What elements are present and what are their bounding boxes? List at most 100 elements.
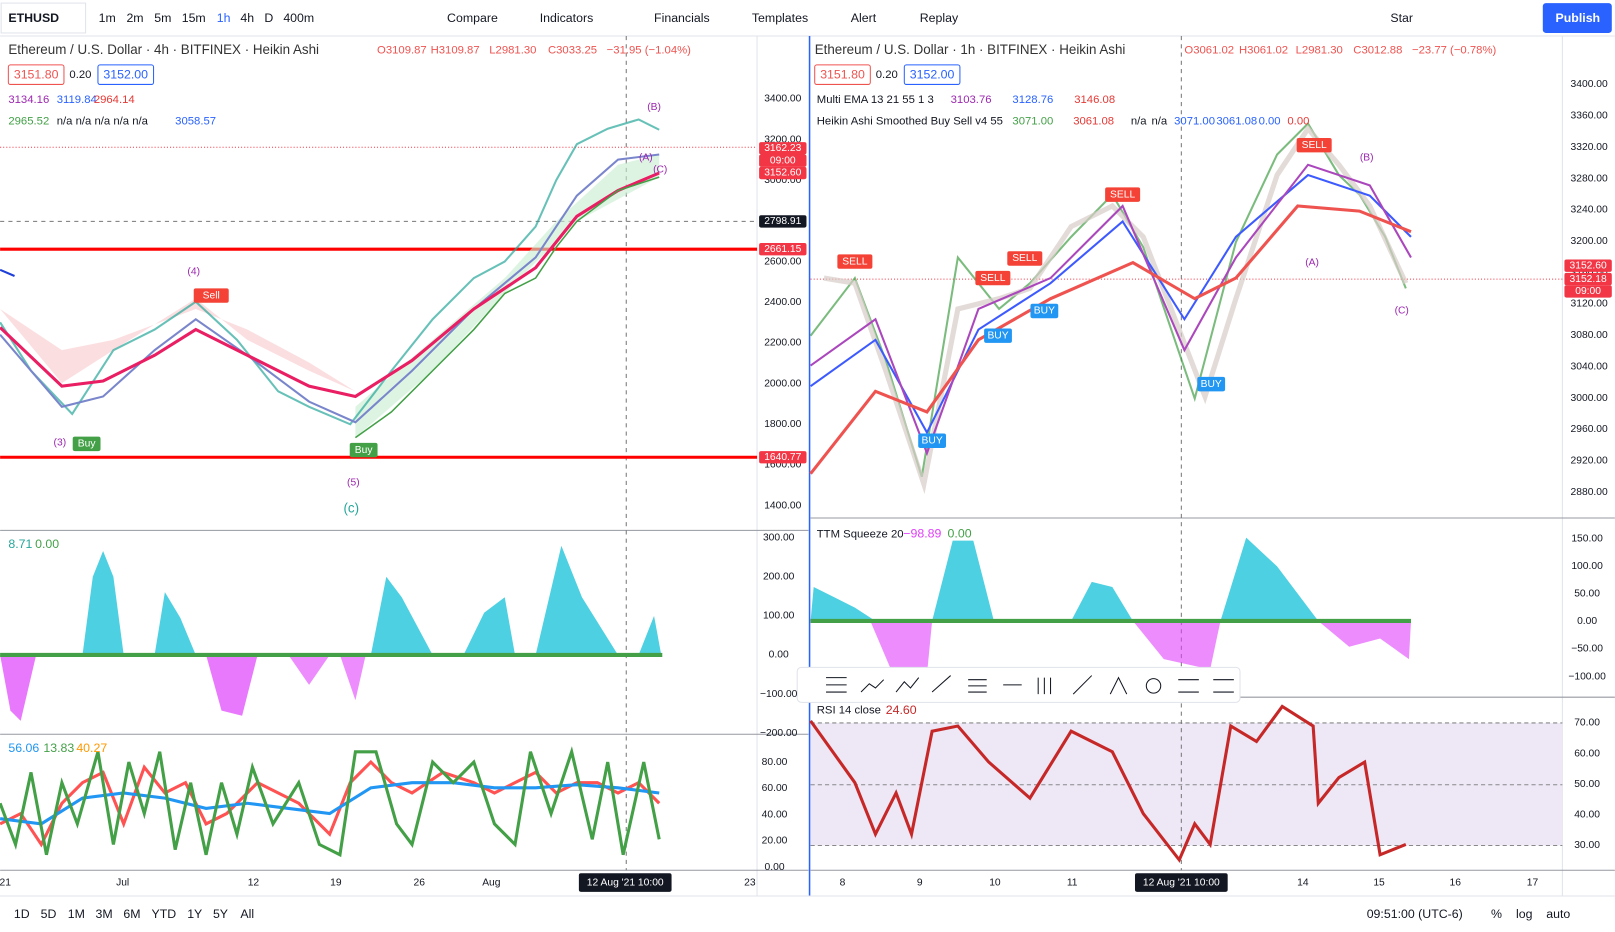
sell-label: Sell [203,290,220,301]
interval[interactable]: 5m [154,11,171,25]
buy-badge [918,433,947,448]
range-button[interactable]: 1M [68,907,85,921]
price-tag-label: 1640.77 [764,452,801,463]
buy-label: BUY [1201,379,1222,390]
sell-badge [1007,251,1043,266]
indicator-value: n/a [1131,116,1147,128]
price-tag [1564,259,1612,272]
publish-button[interactable] [1542,3,1612,33]
interval[interactable]: 400m [283,11,314,25]
sell-label: SELL [842,256,867,267]
publish-label[interactable]: Publish [1556,11,1601,25]
range-button[interactable]: 5Y [213,907,228,921]
axis-label: 70.00 [1574,718,1600,729]
sell-label: SELL [1302,140,1327,151]
crosshair-time: 12 Aug '21 10:00 [587,877,664,888]
buy-label: BUY [987,330,1008,341]
range-button[interactable]: All [240,907,254,921]
axis-label: 3240.00 [1571,205,1608,216]
price-tag-label: 3162.23 [764,143,801,154]
range-button[interactable]: 5D [41,907,57,921]
crosshair [0,36,1182,871]
axis-label: 40.00 [762,809,788,820]
axis-label: 20.00 [762,836,788,847]
toolbar-button[interactable]: Alert [851,11,877,25]
axis-label: 3400.00 [1571,79,1608,90]
histogram [810,587,876,621]
rsi-value: 56.06 [8,741,39,755]
scale-option[interactable]: log [1516,907,1533,921]
chart-title: Ethereum / U.S. Dollar · 1h · BITFINEX ·… [815,42,1126,57]
axis-label: 30.00 [1574,840,1600,851]
buy-badge [72,436,101,452]
interval[interactable]: 15m [182,11,206,25]
star-button[interactable]: Star [1390,11,1413,25]
bid-box [814,64,871,85]
axis-label: 2880.00 [1571,487,1608,498]
toolbar-button[interactable]: Financials [654,11,710,25]
axis-label: 3280.00 [1571,173,1608,184]
ohlc: −31.95 (−1.04%) [607,44,692,56]
range-button[interactable]: 6M [123,907,140,921]
toolbar-button[interactable]: Templates [752,11,808,25]
axis-label: 0.00 [1577,616,1597,627]
ohlc: O3061.02 [1184,44,1234,56]
interval[interactable]: 2m [126,11,143,25]
price-tag-label: 3152.60 [1570,260,1607,271]
ohlc: H3109.87 [431,44,480,56]
time-label: 23 [744,877,756,888]
price-tag [1564,272,1612,286]
osc-value: 0.00 [35,537,59,551]
range-button[interactable]: 3M [96,907,113,921]
axis-label: 2920.00 [1571,456,1608,467]
histogram [463,597,516,655]
histogram [339,654,366,701]
scale-option[interactable]: % [1491,907,1502,921]
histogram [154,592,196,655]
axis-label: 3080.00 [1571,330,1608,341]
range-button[interactable]: 1D [14,907,30,921]
buy-label: BUY [922,435,943,446]
toolbar-button[interactable]: Indicators [540,11,594,25]
range-button[interactable]: YTD [152,907,177,921]
scale-option[interactable]: auto [1546,907,1570,921]
indicator-name: Multi EMA 13 21 55 1 3 [817,94,934,106]
interval[interactable]: D [264,11,273,25]
rsi-value: 13.83 [43,741,74,755]
symbol[interactable]: ETHUSD [8,11,59,25]
toolbar-button[interactable]: Replay [920,11,959,25]
price-tag-label: 3152.18 [1570,274,1607,285]
ohlc: H3061.02 [1239,44,1288,56]
buy-label: Buy [355,445,374,456]
sell-label: SELL [1012,253,1037,264]
wave-label: (C) [653,165,667,176]
sell-label: SELL [1110,189,1135,200]
price-tag-label: 3152.60 [764,168,801,179]
interval[interactable]: 4h [240,11,254,25]
sell-label: SELL [980,273,1005,284]
interval[interactable]: 1h [217,11,231,25]
toolbar-button[interactable]: Compare [447,11,498,25]
ask-box [903,64,961,85]
time-label: 16 [1450,877,1462,888]
interval[interactable]: 1m [99,11,116,25]
time-label: 8 [840,877,846,888]
axis-label: 3200.00 [1571,236,1608,247]
buy-badge [349,442,378,458]
symbol-box[interactable] [0,2,87,34]
time-label: 14 [1297,877,1309,888]
indicator-value: 3134.16 [8,94,49,106]
wave-label: (3) [54,438,67,449]
axis-label: 60.00 [1574,748,1600,759]
price-candles [0,118,660,426]
axis-label: 0.00 [769,650,789,661]
wave-label: (c) [343,500,359,515]
spread: 0.20 [69,69,91,81]
axis-label: 1400.00 [764,500,801,511]
axis-label: 3320.00 [1571,142,1608,153]
range-button[interactable]: 1Y [187,907,202,921]
axis-label: 2600.00 [764,256,801,267]
bid: 3151.80 [820,67,865,81]
indicator-value: 3058.57 [175,116,216,128]
price-tag [759,166,807,180]
